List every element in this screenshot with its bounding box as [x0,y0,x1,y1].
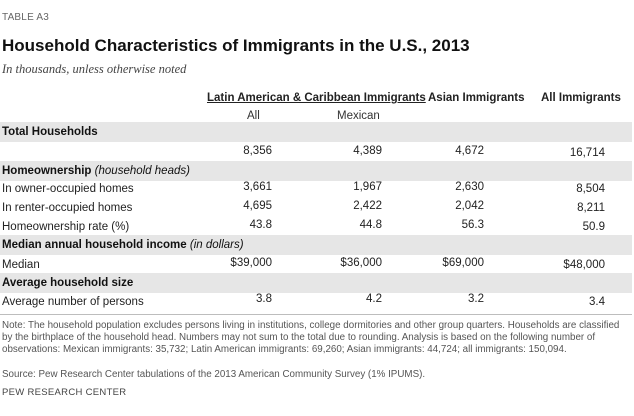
footnote: Note: The household population excludes … [2,320,620,355]
value-cell: 3,661 [243,181,272,193]
value-cell: 2,042 [455,200,484,212]
row-label: Homeownership rate (%) [2,221,130,233]
value-cell: 3.2 [468,293,484,305]
column-all-immigrants: All Immigrants [541,92,621,104]
column-group-latin-american: Latin American & Caribbean Immigrants [207,92,426,104]
value-cell: $36,000 [340,257,382,269]
column-asian-immigrants: Asian Immigrants [428,92,525,104]
section-title-household-size: Average household size [2,277,134,289]
row-label: In owner-occupied homes [2,183,134,195]
section-band-income [0,235,632,255]
page-title: Household Characteristics of Immigrants … [2,36,470,55]
column-sub-mexican: Mexican [337,110,380,122]
value-cell: 8,356 [243,145,272,157]
page-subtitle: In thousands, unless otherwise noted [2,62,187,76]
value-cell: $48,000 [563,259,605,271]
source-note: Source: Pew Research Center tabulations … [2,369,426,380]
row-label: Average number of persons [2,296,144,308]
section-band-total-households [0,122,632,142]
value-cell: 43.8 [249,219,272,231]
value-cell: 4,672 [455,145,484,157]
section-title-homeownership: Homeownership (household heads) [2,165,190,177]
value-cell: 4.2 [366,293,382,305]
divider [0,314,632,315]
section-band-household-size [0,273,632,293]
value-cell: 8,211 [577,202,605,214]
value-cell: 16,714 [569,147,605,159]
value-cell: 2,422 [353,200,382,212]
row-label: In renter-occupied homes [2,202,133,214]
value-cell: 1,967 [353,181,382,193]
column-sub-all: All [247,110,260,122]
value-cell: 44.8 [359,219,382,231]
section-band-homeownership [0,161,632,181]
value-cell: 4,695 [243,200,272,212]
value-cell: $39,000 [230,257,272,269]
value-cell: 56.3 [461,219,484,231]
section-title-income: Median annual household income (in dolla… [2,239,244,251]
value-cell: $69,000 [442,257,484,269]
value-cell: 3.8 [256,293,272,305]
value-cell: 3.4 [589,296,605,308]
table-label: TABLE A3 [2,12,49,23]
row-label: Median [2,259,40,271]
value-cell: 50.9 [582,221,605,233]
brand-logo: PEW RESEARCH CENTER [2,387,127,398]
value-cell: 8,504 [576,183,605,195]
value-cell: 4,389 [353,145,382,157]
section-title-total-households: Total Households [2,126,98,138]
value-cell: 2,630 [455,181,484,193]
